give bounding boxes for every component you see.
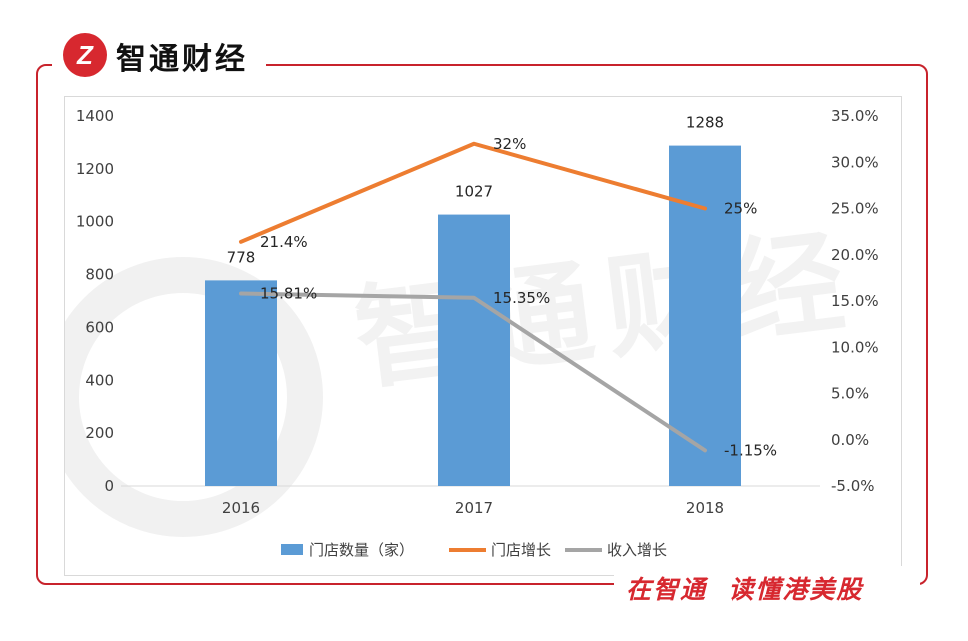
y-right-tick-label: 30.0% — [831, 153, 879, 171]
watermark-text: 智通财经 — [348, 215, 864, 405]
revenue-growth-label: 15.81% — [260, 285, 317, 303]
x-tick-label: 2016 — [222, 499, 260, 517]
x-tick-label: 2017 — [455, 499, 493, 517]
y-left-tick-label: 0 — [104, 477, 114, 495]
y-left-tick-label: 1000 — [76, 213, 114, 231]
watermark-logo-icon — [65, 257, 323, 537]
y-left-tick-label: 400 — [85, 371, 114, 389]
revenue-growth-label: -1.15% — [724, 441, 777, 459]
brand-name: 智通财经 — [116, 42, 248, 77]
bar-store-count — [205, 280, 277, 486]
legend-label-store-growth: 门店增长 — [491, 541, 551, 559]
legend-label-revenue-growth: 收入增长 — [607, 541, 667, 559]
x-tick-label: 2018 — [686, 499, 724, 517]
red-frame — [36, 64, 928, 585]
legend-swatch-store-count — [281, 544, 303, 555]
bar-data-label: 778 — [227, 248, 256, 266]
revenue-growth-line — [239, 291, 707, 453]
y-right-tick-label: -5.0% — [831, 477, 875, 495]
revenue-growth-label: 15.35% — [493, 289, 550, 307]
chart-panel: 智通财经 0 200 400 600 800 1000 1200 1400 -5.0% 0.0% 5.… — [64, 96, 902, 576]
y-left-tick-label: 1400 — [76, 107, 114, 125]
y-left-tick-label: 200 — [85, 424, 114, 442]
y-right-tick-label: 25.0% — [831, 200, 879, 218]
slogan-backdrop — [614, 566, 920, 606]
y-right-tick-label: 10.0% — [831, 338, 879, 356]
footer-slogan: 在智通 读懂港美股 — [626, 575, 864, 604]
y-right-tick-label: 35.0% — [831, 107, 879, 125]
store-growth-line — [239, 141, 707, 244]
y-right-tick-label: 20.0% — [831, 246, 879, 264]
chart: 智通财经 0 200 400 600 800 1000 1200 1400 -5.0% 0.0% 5.… — [65, 107, 879, 559]
bar-data-label: 1288 — [686, 114, 724, 132]
y-right-tick-label: 0.0% — [831, 431, 869, 449]
y-left-tick-label: 600 — [85, 318, 114, 336]
legend-label-store-count: 门店数量（家） — [309, 541, 414, 559]
y-left-tick-label: 1200 — [76, 160, 114, 178]
bar-store-count — [438, 214, 510, 486]
logo-letter: Z — [76, 40, 94, 70]
y-right-tick-label: 5.0% — [831, 385, 869, 403]
y-right-tick-label: 15.0% — [831, 292, 879, 310]
store-growth-label: 25% — [724, 200, 757, 218]
bar-data-label: 1027 — [455, 183, 493, 201]
y-left-tick-label: 800 — [85, 266, 114, 284]
zhitong-logo-icon: Z — [63, 33, 107, 77]
store-growth-label: 21.4% — [260, 233, 308, 251]
store-growth-label: 32% — [493, 135, 526, 153]
